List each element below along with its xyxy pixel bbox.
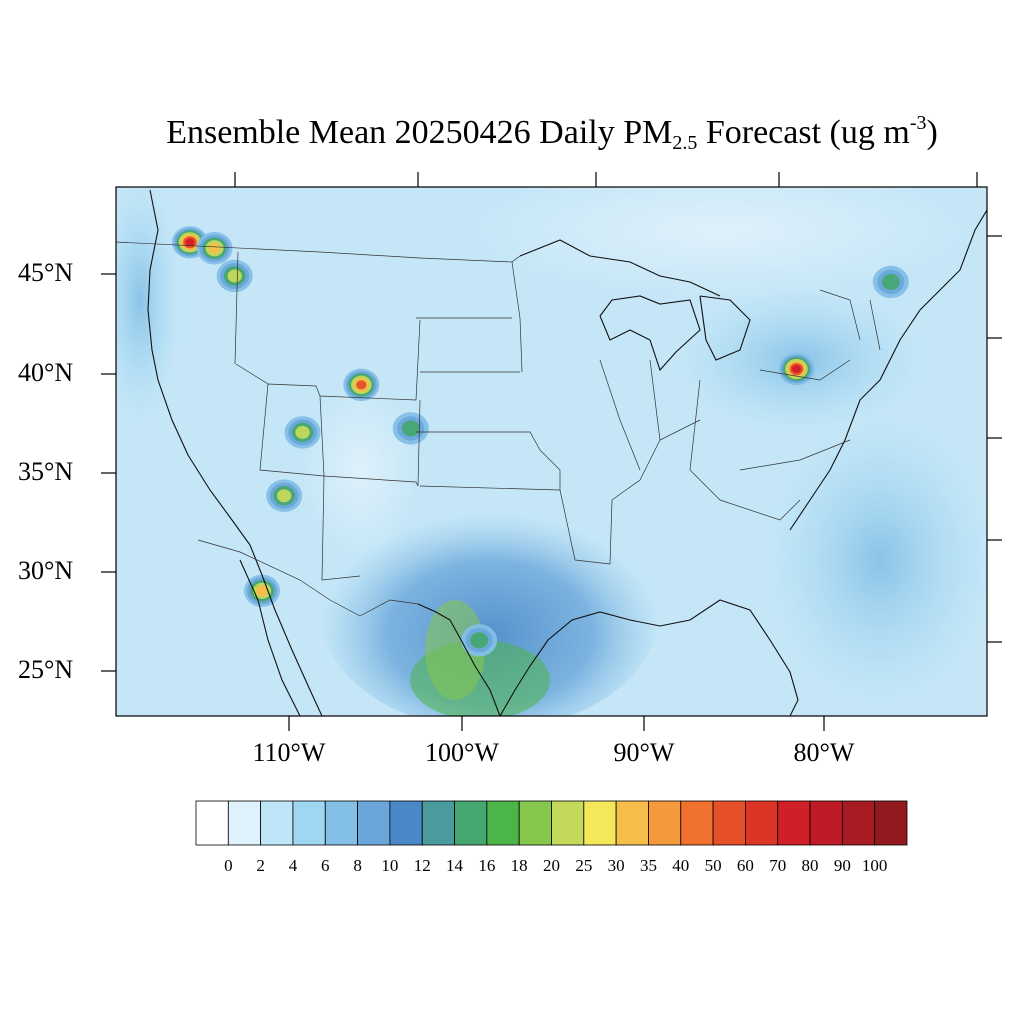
colorbar-swatch bbox=[292, 800, 326, 846]
lat-label: 45°N bbox=[18, 258, 74, 287]
title-text: Ensemble Mean 20250426 Daily PM bbox=[166, 114, 673, 151]
hotspot-new-mexico-north bbox=[284, 416, 321, 449]
hotspot-montana-bitterroot bbox=[216, 259, 253, 293]
colorbar-tick-label: 20 bbox=[543, 856, 560, 875]
colorbar-swatch bbox=[777, 800, 811, 846]
colorbar-tick-label: 8 bbox=[353, 856, 362, 875]
map-title: Ensemble Mean 20250426 Daily PM2.5 Forec… bbox=[0, 112, 1024, 155]
hotspot-colorado-front bbox=[343, 368, 380, 402]
lat-label: 35°N bbox=[18, 457, 74, 486]
colorbar-swatch bbox=[454, 800, 488, 846]
colorbar-tick-label: 25 bbox=[575, 856, 593, 875]
colorbar-tick-label: 14 bbox=[446, 856, 464, 875]
colorbar-tick-label: 60 bbox=[736, 856, 754, 875]
hotspot-texas-south bbox=[461, 624, 498, 657]
hotspot-mexico-sonora bbox=[244, 574, 281, 607]
colorbar-swatch bbox=[583, 800, 617, 846]
colorbar-tick-label: 50 bbox=[704, 856, 722, 875]
colorbar-tick-label: 18 bbox=[510, 856, 528, 875]
clean-air-north bbox=[460, 187, 980, 300]
lat-label: 30°N bbox=[18, 556, 74, 585]
colorbar-tick-label: 16 bbox=[478, 856, 496, 875]
colorbar-tick-label: 4 bbox=[288, 856, 298, 875]
colorbar-swatch bbox=[551, 800, 585, 846]
colorbar-swatch bbox=[745, 800, 779, 846]
colorbar-swatch bbox=[615, 800, 649, 846]
colorbar-swatch bbox=[389, 800, 423, 846]
colorbar-swatch bbox=[874, 800, 908, 846]
lon-label: 110°W bbox=[252, 738, 326, 767]
colorbar-swatch bbox=[712, 800, 746, 846]
colorbar-swatch bbox=[841, 800, 876, 846]
title-subscript: 2.5 bbox=[672, 132, 698, 154]
colorbar-swatch bbox=[648, 800, 682, 846]
lon-label: 100°W bbox=[425, 738, 499, 767]
colorbar-tick-label: 80 bbox=[801, 856, 819, 875]
colorbar-tick-label: 0 bbox=[224, 856, 233, 875]
title-superscript: -3 bbox=[909, 112, 927, 134]
hotspot-arizona-east bbox=[266, 479, 303, 512]
axis-ticks bbox=[101, 172, 1002, 731]
south-texas-plume bbox=[320, 490, 660, 716]
hotspot-colorado-east bbox=[392, 412, 429, 445]
coastline bbox=[147, 189, 987, 716]
colorbar-swatch bbox=[357, 800, 391, 846]
hotspot-montana-west bbox=[196, 232, 233, 265]
colorbar-swatch bbox=[809, 800, 843, 846]
hotspot-pennsylvania-west bbox=[778, 352, 815, 386]
colorbar-tick-label: 6 bbox=[321, 856, 330, 875]
colorbar-tick-label: 10 bbox=[381, 856, 399, 875]
hotspot-new-york-north bbox=[872, 265, 909, 299]
lon-label: 90°W bbox=[613, 738, 675, 767]
title-text-close: ) bbox=[926, 114, 938, 151]
colorbar-swatch bbox=[486, 800, 520, 846]
colorbar-swatch bbox=[421, 800, 455, 846]
colorbar-swatch bbox=[227, 800, 262, 846]
title-text-units: Forecast (ug m bbox=[697, 114, 910, 151]
map-field bbox=[54, 187, 987, 716]
lat-label: 25°N bbox=[18, 655, 74, 684]
lon-label: 80°W bbox=[793, 738, 855, 767]
colorbar-tick-label: 30 bbox=[607, 856, 625, 875]
colorbar-swatch bbox=[260, 800, 294, 846]
colorbar-tick-label: 2 bbox=[256, 856, 265, 875]
map-frame bbox=[115, 186, 988, 717]
texas-green-arm bbox=[425, 600, 485, 700]
colorbar-tick-label: 12 bbox=[413, 856, 431, 875]
colorbar-swatch bbox=[195, 800, 229, 846]
colorbar-swatch bbox=[518, 800, 552, 846]
colorbar-tick-label: 70 bbox=[769, 856, 787, 875]
colorbar-tick-label: 35 bbox=[639, 856, 657, 875]
colorbar-swatch bbox=[324, 800, 358, 846]
atlantic-haze bbox=[770, 420, 987, 700]
lat-label: 40°N bbox=[18, 358, 74, 387]
colorbar bbox=[195, 800, 908, 846]
hotspot-layer bbox=[54, 226, 909, 657]
colorbar-swatch bbox=[680, 800, 714, 846]
colorbar-tick-label: 40 bbox=[672, 856, 690, 875]
colorbar-tick-label: 90 bbox=[833, 856, 851, 875]
colorbar-tick-label: 100 bbox=[861, 856, 888, 875]
state-borders bbox=[116, 241, 881, 617]
hotspot-california-sierra bbox=[54, 420, 90, 452]
pacific-haze bbox=[116, 187, 180, 420]
hotspot-oregon-central bbox=[71, 286, 107, 318]
